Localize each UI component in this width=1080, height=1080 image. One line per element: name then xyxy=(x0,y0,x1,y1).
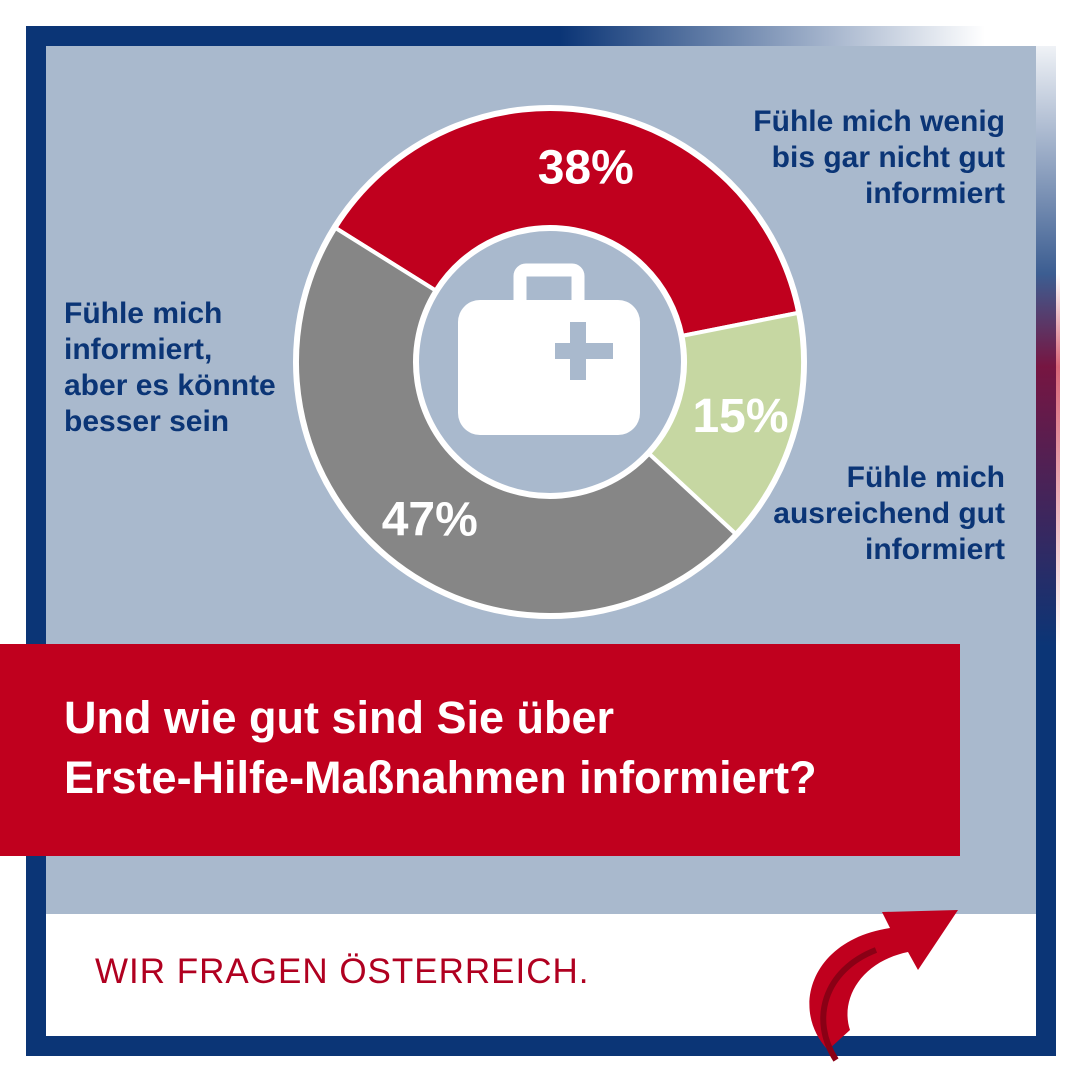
donut-slices xyxy=(293,105,807,619)
frame-right-fade xyxy=(1036,26,1060,646)
slice-value-label-0: 38% xyxy=(538,141,634,194)
slice-value-label-1: 15% xyxy=(692,390,788,443)
frame-top-fade xyxy=(560,26,1060,46)
brand-slogan: WIR FRAGEN ÖSTERREICH. xyxy=(95,952,590,991)
question-banner xyxy=(0,644,960,856)
curved-arrow-icon xyxy=(809,910,958,1062)
label-wenig-informiert: Fühle mich wenig bis gar nicht gut infor… xyxy=(753,105,1005,210)
label-ausreichend-informiert: Fühle mich ausreichend gut informiert xyxy=(773,461,1005,566)
chart-title: Und wie gut sind Sie über Erste-Hilfe-Ma… xyxy=(64,692,817,803)
donut-inner-ring xyxy=(415,227,685,497)
label-informiert-besser: Fühle mich informiert, aber es könnte be… xyxy=(64,297,276,438)
first-aid-kit-icon xyxy=(458,263,640,435)
slice-value-labels: 38% 15% 47% xyxy=(382,141,789,546)
slice-value-label-2: 47% xyxy=(382,493,478,546)
donut-outer-ring xyxy=(293,105,807,619)
